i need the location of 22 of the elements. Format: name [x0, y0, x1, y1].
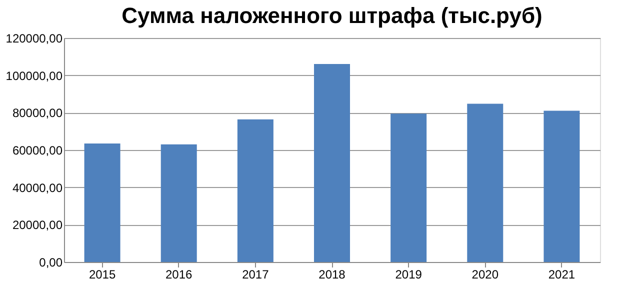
x-tick-label: 2019: [395, 268, 422, 282]
y-tick-label: 120000,00: [6, 32, 63, 46]
y-tick-label: 40000,00: [12, 180, 63, 195]
bar: [390, 114, 427, 262]
y-tick-label: 20000,00: [12, 218, 63, 232]
bar: [237, 119, 274, 262]
y-tick-label: 100000,00: [6, 68, 63, 83]
bar: [467, 104, 504, 262]
x-tick-label: 2021: [548, 268, 576, 282]
bar: [544, 110, 580, 262]
bar: [314, 64, 350, 262]
x-tick-label: 2017: [242, 268, 270, 282]
bar: [160, 144, 197, 262]
y-tick-label: 0,00: [39, 256, 63, 270]
x-tick-label: 2016: [166, 268, 193, 282]
bar: [84, 143, 120, 262]
x-tick-label: 2018: [318, 268, 346, 282]
y-tick-label: 80000,00: [12, 106, 63, 120]
x-tick-label: 2020: [472, 268, 499, 282]
x-tick-label: 2015: [88, 268, 116, 282]
y-tick-label: 60000,00: [12, 144, 63, 158]
chart-title: Сумма наложенного штрафа (тыс.руб): [122, 3, 542, 28]
